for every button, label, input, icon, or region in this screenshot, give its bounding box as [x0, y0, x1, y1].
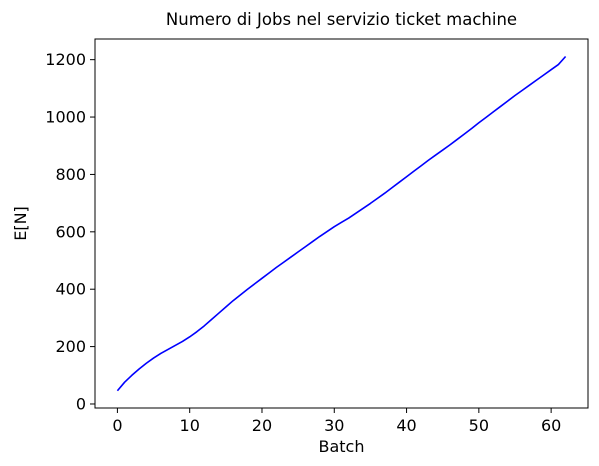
y-tick-label: 800 [55, 165, 86, 184]
y-axis-label: E[N] [11, 206, 30, 241]
x-tick-label: 40 [396, 416, 416, 435]
x-tick-label: 20 [252, 416, 272, 435]
y-tick-label: 0 [76, 394, 86, 413]
x-axis-ticks: 0 10 20 30 40 50 60 [112, 408, 561, 435]
y-axis-ticks: 0 200 400 600 800 1000 1200 [45, 50, 95, 413]
x-tick-label: 10 [180, 416, 200, 435]
x-axis-label: Batch [319, 437, 365, 456]
y-tick-label: 200 [55, 337, 86, 356]
series-line-0 [116, 55, 567, 392]
x-tick-label: 50 [469, 416, 489, 435]
y-tick-label: 600 [55, 222, 86, 241]
plot-frame [94, 38, 589, 409]
x-tick-label: 0 [112, 416, 122, 435]
x-tick-label: 30 [324, 416, 344, 435]
x-tick-label: 60 [541, 416, 561, 435]
chart-title: Numero di Jobs nel servizio ticket machi… [166, 10, 517, 29]
series-layer [116, 55, 567, 392]
y-tick-label: 400 [55, 280, 86, 299]
y-tick-label: 1200 [45, 50, 86, 69]
y-tick-label: 1000 [45, 108, 86, 127]
